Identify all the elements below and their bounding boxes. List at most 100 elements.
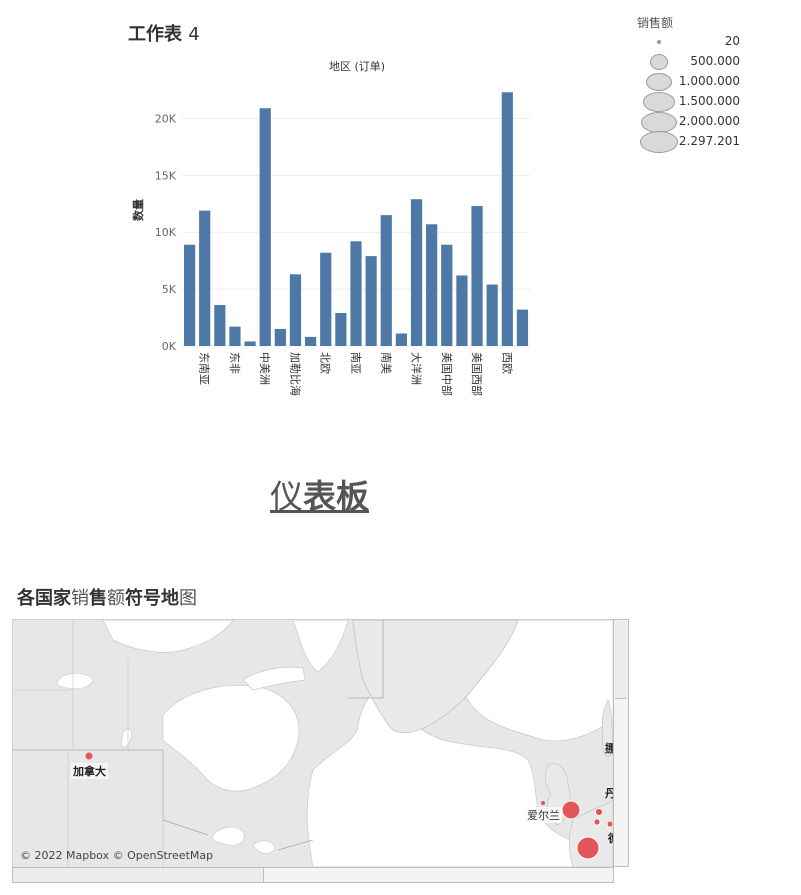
- legend-item: 500.000: [640, 52, 740, 72]
- legend-label: 2.000.000: [678, 114, 740, 128]
- legend-size-circle: [657, 40, 661, 44]
- vertical-scroll-thumb[interactable]: [615, 621, 627, 699]
- bar-chart: 0K 5K 10K 15K 20K 东南亚 东非 中美洲 加勒比海 北欧 南亚 南美 大洋洲 美国中部 美…: [131, 60, 530, 396]
- map-attribution[interactable]: © 2022 Mapbox © OpenStreetMap: [20, 849, 214, 862]
- chart-x-tick-label: 西欧: [500, 352, 513, 374]
- chart-bar[interactable]: [320, 252, 332, 346]
- hudson-strait: [242, 666, 306, 691]
- legend-label: 1.000.000: [678, 74, 740, 88]
- legend-size-circle: [640, 131, 678, 153]
- chart-bar[interactable]: [229, 326, 241, 346]
- map-label-partial-2: 丹: [605, 785, 613, 801]
- chart-y-tick-label: 15K: [155, 169, 177, 182]
- symbol-map[interactable]: 加拿大 爱尔兰 挪 丹 德: [12, 619, 614, 868]
- chart-x-tick-label: 美国西部: [470, 352, 484, 396]
- legend-label: 1.500.000: [678, 94, 740, 108]
- legend-title: 销售额: [637, 16, 674, 30]
- chart-bar[interactable]: [501, 92, 513, 346]
- map-label-partial-3: 德: [608, 830, 613, 846]
- chart-x-tick-label: 南美: [379, 352, 392, 374]
- legend-item: 1.500.000: [640, 92, 740, 112]
- chart-y-tick-label: 0K: [162, 340, 177, 353]
- chart-y-tick-label: 5K: [162, 283, 177, 296]
- arctic-channel: [102, 620, 234, 653]
- legend-size-circle: [650, 54, 668, 70]
- legend-label: 20: [724, 34, 740, 48]
- chart-bar[interactable]: [183, 244, 196, 346]
- map-marker-netherlands[interactable]: [593, 818, 601, 826]
- chart-bar[interactable]: [456, 275, 468, 346]
- scandinavia: [601, 699, 613, 757]
- map-marker-germany[interactable]: [606, 820, 613, 828]
- map-canvas[interactable]: [13, 620, 613, 867]
- map-title-part1: 各国家: [17, 588, 71, 609]
- chart-bar[interactable]: [305, 336, 317, 346]
- legend-item: 20: [640, 32, 740, 52]
- chart-bar[interactable]: [365, 256, 377, 346]
- chart-bar[interactable]: [471, 206, 483, 346]
- chart-bar[interactable]: [199, 210, 211, 346]
- chart-bar[interactable]: [441, 244, 453, 346]
- map-title-part4: 额: [107, 588, 125, 609]
- worksheet-title-number: 4: [188, 24, 200, 45]
- chart-x-ticks: 东南亚 东非 中美洲 加勒比海 北欧 南亚 南美 大洋洲 美国中部 美国西部 西欧: [198, 352, 514, 396]
- chart-x-tick-label: 东南亚: [198, 352, 211, 385]
- map-label-partial-1: 挪: [605, 740, 613, 756]
- chart-bar[interactable]: [335, 313, 347, 346]
- legend-label: 500.000: [690, 54, 740, 68]
- province-borders: [13, 620, 164, 867]
- chart-x-tick-label: 南亚: [349, 352, 362, 374]
- chart-bar[interactable]: [289, 274, 302, 346]
- chart-x-tick-label: 大洋洲: [410, 352, 424, 385]
- dashboard-title-bold: 表板: [303, 477, 369, 516]
- legend-size-circle: [646, 73, 672, 91]
- chart-bar[interactable]: [274, 328, 286, 346]
- chart-bar[interactable]: [395, 333, 407, 346]
- chart-title: 地区 (订单): [329, 60, 385, 73]
- chart-y-tick-label: 10K: [155, 226, 177, 239]
- chart-bar[interactable]: [244, 341, 256, 346]
- legend-size-circle: [641, 111, 677, 133]
- chart-y-ticks: 0K 5K 10K 15K 20K: [155, 112, 177, 353]
- worksheet-title-text: 工作表: [128, 24, 182, 45]
- legend-item: 1.000.000: [640, 72, 740, 92]
- chart-bar[interactable]: [214, 305, 226, 346]
- dashboard-title[interactable]: 仪表板: [270, 470, 369, 518]
- map-label-canada: 加拿大: [71, 763, 108, 779]
- map-title-part2: 销: [71, 588, 89, 609]
- chart-y-tick-label: 20K: [155, 112, 177, 125]
- chart-x-tick-label: 美国中部: [440, 352, 454, 396]
- chart-bar[interactable]: [350, 241, 362, 346]
- map-marker-norway[interactable]: [595, 808, 603, 816]
- horizontal-scroll-thumb[interactable]: [13, 868, 264, 882]
- great-bear-lake: [56, 672, 94, 690]
- hudson-bay: [162, 685, 300, 792]
- chart-bar[interactable]: [486, 284, 498, 346]
- chart-bar[interactable]: [426, 224, 438, 346]
- legend-size-circle: [643, 92, 675, 112]
- baffin-bay: [292, 620, 349, 673]
- chart-bar[interactable]: [380, 215, 392, 346]
- map-marker-france[interactable]: [576, 836, 600, 860]
- chart-x-tick-label: 东非: [228, 352, 241, 374]
- chart-x-tick-label: 加勒比海: [288, 352, 302, 396]
- legend-item: 2.000.000: [640, 111, 740, 133]
- map-marker-uk[interactable]: [561, 800, 581, 820]
- chart-y-axis-label: 数量: [131, 199, 145, 221]
- dashboard-title-light: 仪: [270, 477, 303, 516]
- legend-item: 2.297.201: [640, 131, 740, 153]
- map-vertical-scrollbar[interactable]: [613, 619, 629, 867]
- map-marker-ireland[interactable]: [541, 801, 545, 805]
- chart-bar[interactable]: [516, 309, 529, 346]
- map-horizontal-scrollbar[interactable]: [12, 867, 614, 883]
- chart-x-tick-label: 北欧: [319, 352, 332, 374]
- chart-bars: [183, 92, 529, 347]
- map-label-ireland: 爱尔兰: [525, 807, 562, 823]
- great-lakes: [212, 826, 276, 854]
- chart-bar[interactable]: [410, 199, 423, 346]
- map-title-part3: 售: [89, 588, 107, 609]
- map-title: 各国家销售额符号地图: [17, 584, 197, 610]
- map-marker-canada[interactable]: [85, 752, 93, 760]
- worksheet-title: 工作表 4: [128, 20, 200, 46]
- chart-bar[interactable]: [259, 108, 271, 347]
